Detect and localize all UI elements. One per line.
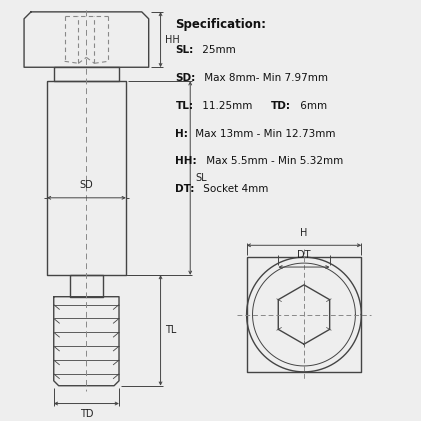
Text: TD: TD <box>80 410 93 419</box>
Text: Max 13mm - Min 12.73mm: Max 13mm - Min 12.73mm <box>192 128 336 139</box>
Text: Socket 4mm: Socket 4mm <box>200 184 269 194</box>
Text: 25mm: 25mm <box>199 45 236 56</box>
Text: TL:: TL: <box>176 101 193 111</box>
Text: SL:: SL: <box>176 45 194 56</box>
Text: SD:: SD: <box>176 73 196 83</box>
Text: 11.25mm: 11.25mm <box>199 101 255 111</box>
Text: Max 5.5mm - Min 5.32mm: Max 5.5mm - Min 5.32mm <box>203 156 344 166</box>
Text: H: H <box>300 228 308 238</box>
Text: SL: SL <box>195 173 207 183</box>
Text: H:: H: <box>176 128 188 139</box>
Text: Max 8mm- Min 7.97mm: Max 8mm- Min 7.97mm <box>201 73 328 83</box>
Text: TL: TL <box>165 325 177 336</box>
Text: HH:: HH: <box>176 156 197 166</box>
Text: 6mm: 6mm <box>297 101 327 111</box>
Text: DT: DT <box>297 250 311 260</box>
Text: TD:: TD: <box>271 101 291 111</box>
Text: SD: SD <box>80 180 93 190</box>
Text: DT:: DT: <box>176 184 195 194</box>
Text: Specification:: Specification: <box>176 18 266 31</box>
Text: HH: HH <box>165 35 180 45</box>
